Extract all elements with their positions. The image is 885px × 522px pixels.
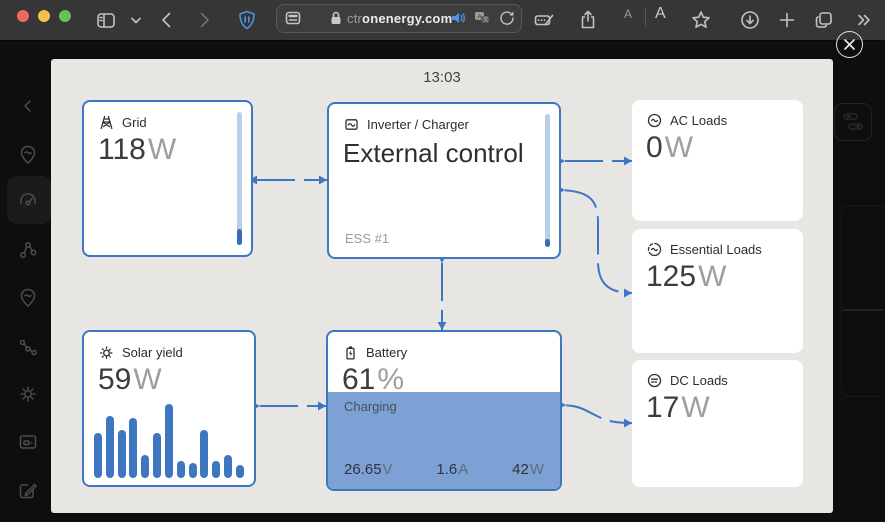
solar-bar [164,404,173,478]
increase-text-size-button[interactable]: A [655,5,666,22]
close-window-button[interactable] [17,10,29,22]
solar-bar [153,433,162,478]
sidebar-collapse-button[interactable] [15,93,41,119]
tab-overview-icon[interactable] [813,9,835,31]
solar-bar [235,465,244,478]
ac-loads-label: AC Loads [670,113,728,128]
sidebar-item-notes[interactable] [15,477,41,503]
battery-charge-fill [328,391,560,489]
url-text: ctronenergy.com [347,11,453,26]
back-button[interactable] [156,9,178,31]
ac-loads-icon [647,113,662,128]
inverter-status: External control [343,138,524,168]
essential-loads-icon [647,242,662,257]
inverter-icon [345,119,358,130]
battery-tile[interactable]: Battery 61% Charging 26.65V 1.6A 42W [326,330,562,491]
battery-state: Charging [344,399,397,414]
grid-pylon-icon [100,115,113,130]
page-settings-icon[interactable] [284,9,302,27]
page-background: 13:03 [0,31,885,522]
svg-text:文: 文 [483,16,489,24]
zoom-window-button[interactable] [59,10,71,22]
background-chart-panel [841,205,885,397]
lock-icon [327,9,345,27]
dc-loads-label: DC Loads [670,373,728,388]
solar-yield-tile[interactable]: Solar yield 59W [82,330,256,487]
solar-bar [176,461,185,478]
sidebar-item-dashboard[interactable] [15,187,41,213]
inverter-tile[interactable]: Inverter / Charger External control ESS … [327,102,561,259]
sidebar-active-item-background [7,176,52,224]
solar-bar [200,430,209,478]
share-icon[interactable] [577,9,599,31]
sidebar-item-share[interactable] [15,237,41,263]
dc-loads-tile[interactable]: DC Loads 17W [632,360,803,487]
overview-time: 13:03 [423,69,461,86]
battery-current: 1.6A [436,461,469,478]
solar-bar [117,430,126,478]
grid-gauge [237,112,242,245]
solar-bar [141,455,150,478]
display-options-button[interactable] [834,103,872,141]
solar-bar-chart [94,400,244,478]
background-sparkline [843,309,883,311]
forward-button[interactable] [193,9,215,31]
sidebar-toggle-button[interactable] [95,9,117,31]
solar-bar [212,461,221,478]
inverter-subtitle: ESS #1 [345,231,390,246]
battery-stats: 26.65V 1.6A 42W [344,461,544,478]
sidebar-item-settings[interactable] [15,381,41,407]
inverter-label: Inverter / Charger [367,117,469,132]
ac-loads-value: 0W [646,131,694,164]
ac-loads-tile[interactable]: AC Loads 0W [632,100,803,221]
audio-playing-icon[interactable] [449,9,467,27]
sidebar-item-topology[interactable] [15,334,41,360]
grid-label: Grid [122,115,147,130]
minimize-window-button[interactable] [38,10,50,22]
solar-sun-icon [99,346,114,360]
sidebar-chevron-button[interactable] [125,9,147,31]
content-blocker-shield-icon[interactable] [236,9,258,31]
solar-bar [188,463,197,478]
solar-bar [129,418,138,478]
grid-value: 118W [98,133,177,166]
bookmark-star-icon[interactable] [690,9,712,31]
essential-loads-label: Essential Loads [670,242,762,257]
svg-text:A: A [478,15,482,21]
solar-bar [94,433,102,478]
grid-tile[interactable]: Grid 118W [82,100,253,257]
system-overview-modal: 13:03 [51,59,833,513]
more-toolbar-items-icon[interactable] [852,9,874,31]
solar-bar [105,416,114,478]
dc-loads-icon [647,373,662,388]
battery-voltage: 26.65V [344,461,393,478]
close-overlay-button[interactable] [836,31,863,58]
essential-loads-tile[interactable]: Essential Loads 125W [632,229,803,353]
new-tab-icon[interactable] [776,9,798,31]
sidebar-item-geofence[interactable] [15,285,41,311]
inverter-gauge [545,114,550,247]
autofill-icon[interactable] [533,9,555,31]
sidebar-item-devices[interactable] [15,429,41,455]
solar-yield-value: 59W [98,363,162,396]
battery-label: Battery [366,345,408,360]
battery-icon [346,346,355,360]
sidebar-item-map[interactable] [15,142,41,168]
essential-loads-value: 125W [646,260,727,293]
reload-icon[interactable] [498,9,516,27]
dc-loads-value: 17W [646,391,710,424]
toolbar-divider [645,8,646,26]
solar-bar [224,455,233,478]
battery-power: 42W [512,461,544,478]
decrease-text-size-button[interactable]: A [624,7,633,21]
battery-soc: 61% [342,363,405,396]
downloads-icon[interactable] [739,9,761,31]
solar-yield-label: Solar yield [122,345,183,360]
